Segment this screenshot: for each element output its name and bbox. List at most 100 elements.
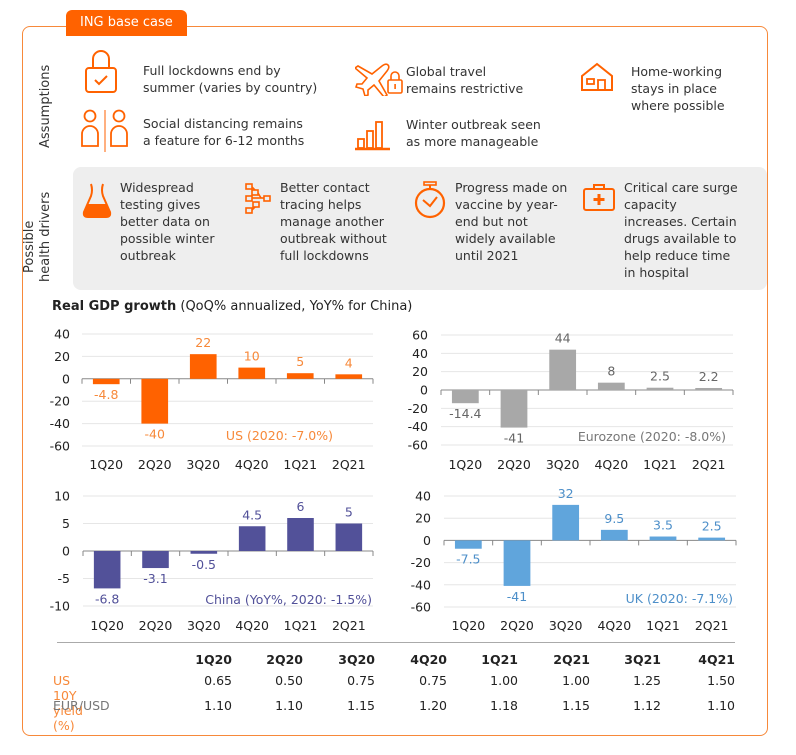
y-tick-label: 20 [415, 511, 431, 526]
y-tick-label: -20 [411, 555, 431, 570]
driver-contact-tracing-line: full lockdowns [280, 248, 369, 263]
x-category-label: 2Q20 [500, 618, 534, 633]
data-label: 2.2 [699, 369, 719, 384]
table-column-header: 4Q21 [698, 652, 735, 667]
bar [335, 374, 363, 379]
data-label: -4.8 [94, 387, 118, 402]
y-tick-label: -40 [50, 416, 70, 431]
table-column-header: 4Q20 [410, 652, 447, 667]
assumption-travel-line2: remains restrictive [406, 81, 524, 96]
uk-gdp-chart: 40 20 0 -20 -40 -60 -7.5 1Q20 -41 2Q20 32 3Q20 9.5 4Q… [411, 486, 737, 633]
x-category-label: 2Q20 [138, 457, 172, 472]
x-category-label: 3Q20 [546, 457, 580, 472]
data-label: 2.5 [650, 369, 670, 384]
bar [141, 378, 169, 424]
assumption-social-distancing: Social distancing remains a feature for … [143, 115, 304, 149]
data-label: -41 [507, 589, 527, 604]
data-label: 22 [195, 335, 211, 350]
data-label: -3.1 [143, 571, 167, 586]
x-category-label: 1Q20 [89, 457, 123, 472]
table-cell: 1.15 [347, 698, 375, 713]
chart-title: US (2020: -7.0%) [226, 428, 333, 443]
y-tick-label: 5 [62, 516, 70, 531]
x-category-label: 2Q21 [692, 457, 726, 472]
bar [92, 378, 120, 385]
driver-vaccine-line: vaccine by year- [455, 197, 558, 212]
data-label: 6 [297, 499, 305, 514]
y-tick-label: -60 [50, 439, 70, 454]
y-tick-label: -40 [411, 577, 431, 592]
bar [286, 373, 314, 379]
table-cell: 1.12 [633, 698, 661, 713]
bar [649, 536, 677, 541]
driver-critical-care-line: increases. Certain [624, 214, 737, 229]
driver-critical-care-line: capacity [624, 197, 677, 212]
assumption-social-distancing-line2: a feature for 6-12 months [143, 133, 305, 148]
assumption-home-working: Home-working stays in place where possib… [631, 63, 725, 114]
x-category-label: 1Q20 [448, 457, 482, 472]
table-column-header: 1Q20 [195, 652, 232, 667]
network-icon [245, 183, 271, 214]
us-gdp-chart: 40 20 0 -20 -40 -60 -4.8 1Q20 -40 2Q20 22 3Q20 10 4Q2… [50, 327, 374, 472]
bar [189, 354, 217, 379]
data-label: -0.5 [192, 557, 216, 572]
bar [597, 382, 625, 390]
data-label: 44 [555, 331, 571, 346]
driver-vaccine-line: until 2021 [455, 248, 519, 263]
driver-contact-tracing: Better contact tracing helps manage anot… [280, 179, 387, 264]
bar [549, 349, 577, 390]
table-cell: 1.25 [633, 673, 661, 688]
table-cell: 1.10 [707, 698, 735, 713]
driver-critical-care: Critical care surge capacity increases. … [624, 179, 738, 281]
table-cell: 0.50 [275, 673, 303, 688]
driver-critical-care-line: Critical care surge [624, 180, 738, 195]
data-label: 4 [345, 355, 353, 370]
bar [287, 518, 314, 551]
flask-icon [82, 183, 112, 218]
x-category-label: 2Q21 [695, 618, 729, 633]
x-category-label: 1Q21 [283, 457, 317, 472]
y-tick-label: -20 [408, 401, 428, 416]
x-category-label: 2Q20 [139, 618, 173, 633]
bar [190, 551, 218, 554]
x-category-label: 1Q21 [284, 618, 318, 633]
assumption-home-working-line2: stays in place [631, 81, 717, 96]
table-cell: 1.10 [204, 698, 232, 713]
padlock-check-icon [85, 50, 117, 93]
driver-vaccine-line: widely available [455, 231, 556, 246]
data-label: 2.5 [702, 519, 722, 534]
driver-critical-care-line: drugs available to [624, 231, 737, 246]
china-gdp-chart: 10 5 0 -5 -10 -6.8 1Q20 -3.1 2Q20 -0.5 3Q20 4.5 4Q20… [50, 489, 374, 633]
table-cell: 0.75 [347, 673, 375, 688]
data-label: 8 [607, 364, 615, 379]
gdp-header-title: Real GDP growth [52, 299, 177, 314]
chart-title: China (YoY%, 2020: -1.5%) [205, 592, 372, 607]
table-cell: 0.65 [204, 673, 232, 688]
table-cell: 0.75 [419, 673, 447, 688]
driver-contact-tracing-line: Better contact [280, 180, 370, 195]
bar [335, 523, 363, 551]
table-row-label: EUR/USD [53, 698, 110, 713]
table-cell: 1.15 [562, 698, 590, 713]
bar [552, 504, 580, 541]
bar [142, 551, 169, 569]
gdp-header: Real GDP growth (QoQ% annualized, YoY% f… [52, 299, 412, 314]
eurozone-gdp-chart: 60 40 20 0 -20 -40 -60 -14.4 1Q20 -41 2Q20 44 3Q20 8 4… [408, 328, 734, 472]
assumption-winter-outbreak: Winter outbreak seen as more manageable [406, 116, 541, 150]
plane-lock-icon [355, 63, 403, 96]
data-label: -6.8 [95, 591, 119, 606]
driver-critical-care-line: help reduce time [624, 248, 731, 263]
table-row-label: US 10Y yield (%) [53, 673, 83, 733]
data-label: 9.5 [604, 511, 624, 526]
table-column-header: 2Q21 [553, 652, 590, 667]
x-category-label: 4Q20 [594, 457, 628, 472]
data-label: 5 [296, 354, 304, 369]
driver-vaccine: Progress made on vaccine by year- end bu… [455, 179, 567, 264]
table-cell: 1.10 [275, 698, 303, 713]
assumption-lockdowns-line2: summer (varies by country) [143, 80, 318, 95]
data-label: 5 [345, 505, 353, 520]
y-tick-label: 40 [412, 346, 428, 361]
driver-testing-line: Widespread [120, 180, 194, 195]
data-label: 3.5 [653, 518, 673, 533]
bar-chart-icon [355, 121, 390, 151]
